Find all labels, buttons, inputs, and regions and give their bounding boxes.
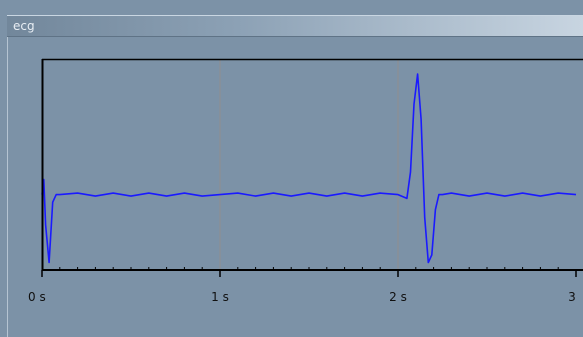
- x-tick-label: 2 s: [389, 290, 407, 304]
- ecg-signal-line: [41, 73, 577, 264]
- x-tick-label: 0 s: [28, 290, 46, 304]
- window-title: ecg: [13, 19, 35, 33]
- x-tick-label: 3: [568, 290, 576, 304]
- window-titlebar[interactable]: ecg: [7, 15, 583, 37]
- x-tick-label: 1 s: [211, 290, 229, 304]
- grid-lines: [41, 59, 577, 277]
- x-tick-labels: 0 s 1 s 2 s 3: [28, 290, 576, 304]
- plot-area: [42, 59, 583, 270]
